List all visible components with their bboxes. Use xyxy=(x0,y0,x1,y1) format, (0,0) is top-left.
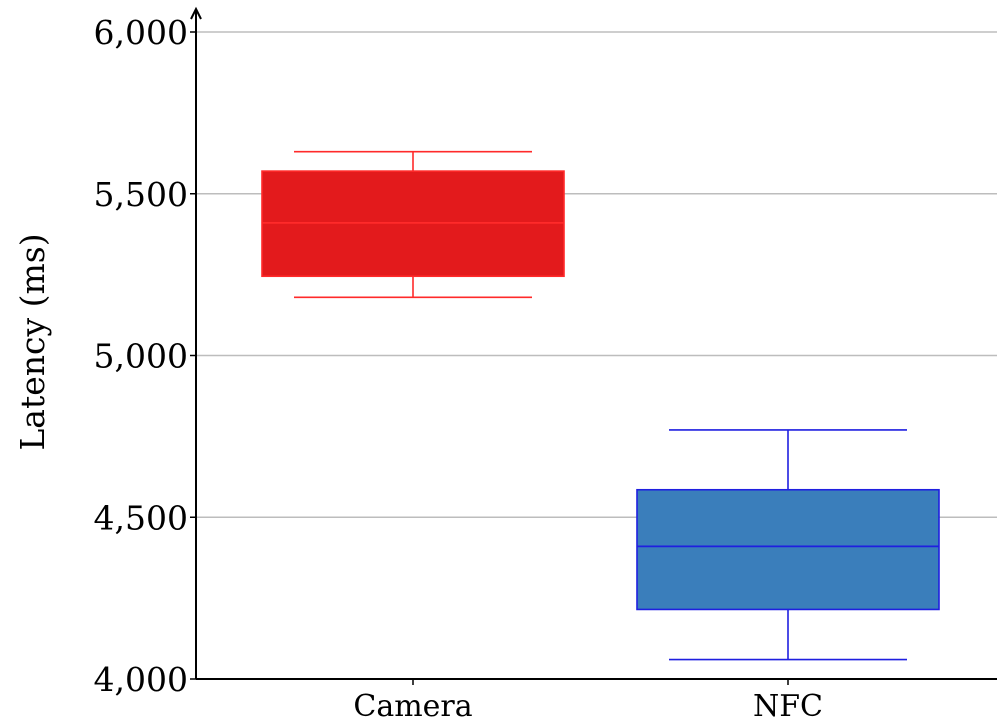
y-axis-title: Latency (ms) xyxy=(13,233,52,450)
y-tick-label-1: 4,500 xyxy=(94,498,188,537)
y-tick-label-3: 5,500 xyxy=(94,175,188,214)
x-tick-label-camera: Camera xyxy=(353,689,472,723)
box-plots xyxy=(261,150,940,661)
y-axis-arrow-icon xyxy=(190,6,202,20)
y-tick-label-2: 5,000 xyxy=(94,337,188,376)
box-nfc xyxy=(636,429,940,661)
y-tick-label-0: 4,000 xyxy=(94,660,188,699)
box-iqr xyxy=(636,488,940,611)
box-camera xyxy=(261,150,565,299)
y-tick-label-4: 6,000 xyxy=(94,13,188,52)
axes xyxy=(190,6,997,685)
x-tick-label-nfc: NFC xyxy=(753,689,823,723)
tick-labels: 4,000 4,500 5,000 5,500 6,000 Camera NFC xyxy=(94,13,824,723)
